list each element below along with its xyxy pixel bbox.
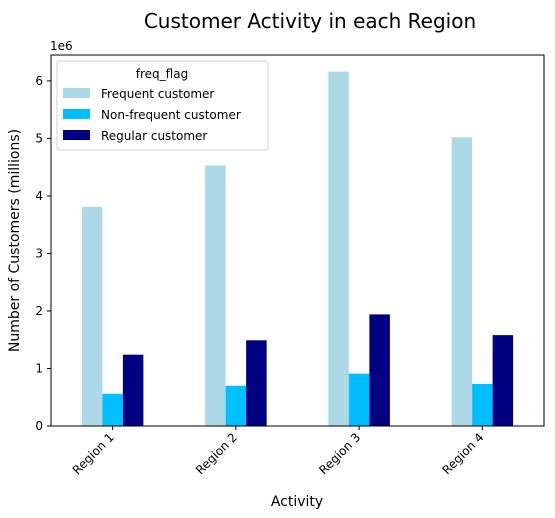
bar-non-frequent-customer-region-2 <box>226 386 247 426</box>
bar-non-frequent-customer-region-1 <box>102 394 123 426</box>
y-tick-label: 3 <box>35 246 43 260</box>
y-axis: 0 1 2 3 4 5 6 <box>35 74 51 433</box>
x-tick-label: Region 3 <box>316 430 363 477</box>
y-tick-label: 4 <box>35 189 43 203</box>
legend-swatch <box>63 109 90 119</box>
legend-label: Regular customer <box>101 129 207 143</box>
bar-non-frequent-customer-region-3 <box>349 374 370 426</box>
legend-label: Frequent customer <box>101 87 214 101</box>
y-tick-label: 5 <box>35 131 43 145</box>
y-offset-label: 1e6 <box>50 39 73 53</box>
legend: freq_flag Frequent customer Non-frequent … <box>57 61 268 150</box>
x-tick-label: Region 1 <box>70 430 117 477</box>
bar-frequent-customer-region-3 <box>328 72 349 426</box>
x-axis-label: Activity <box>271 494 323 510</box>
x-tick-label: Region 2 <box>193 430 240 477</box>
bar-regular-customer-region-4 <box>493 335 514 426</box>
x-tick-label: Region 4 <box>439 430 486 477</box>
legend-title: freq_flag <box>136 67 188 81</box>
y-tick-label: 0 <box>35 419 43 433</box>
y-tick-label: 6 <box>35 74 43 88</box>
legend-swatch <box>63 130 90 140</box>
bar-frequent-customer-region-2 <box>205 165 226 426</box>
bar-regular-customer-region-1 <box>123 355 144 426</box>
bar-regular-customer-region-3 <box>369 314 390 426</box>
chart-title: Customer Activity in each Region <box>144 9 476 33</box>
legend-label: Non-frequent customer <box>101 108 241 122</box>
bar-frequent-customer-region-4 <box>452 137 473 426</box>
y-axis-label: Number of Customers (millions) <box>7 129 23 352</box>
y-tick-label: 1 <box>35 361 43 375</box>
bar-regular-customer-region-2 <box>246 340 267 426</box>
legend-swatch <box>63 88 90 98</box>
bar-non-frequent-customer-region-4 <box>472 384 493 426</box>
y-tick-label: 2 <box>35 304 43 318</box>
x-axis: Region 1 Region 2 Region 3 Region 4 <box>70 426 487 477</box>
bar-frequent-customer-region-1 <box>82 207 103 426</box>
